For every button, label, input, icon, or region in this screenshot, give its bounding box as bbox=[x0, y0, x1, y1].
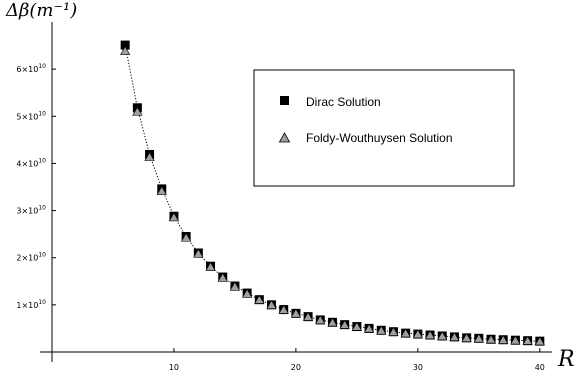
fw-point-14 bbox=[290, 308, 302, 318]
fw-point-9 bbox=[229, 281, 241, 291]
fw-point-7 bbox=[205, 261, 216, 271]
fw-point-31 bbox=[498, 334, 509, 344]
legend-label-dirac: Dirac Solution bbox=[306, 95, 381, 109]
x-tick-label-2: 30 bbox=[413, 363, 423, 372]
fw-point-4 bbox=[168, 212, 180, 222]
fw-point-13 bbox=[278, 304, 289, 314]
y-tick-exponent-5: 10 bbox=[38, 63, 46, 70]
x-ticks: 10 20 30 40 bbox=[169, 348, 545, 372]
x-tick-label-3: 40 bbox=[535, 363, 545, 372]
y-tick-label-4: 5×1010 bbox=[16, 110, 46, 121]
y-tick-label-2: 3×1010 bbox=[16, 205, 46, 216]
x-axis-title: R bbox=[557, 347, 575, 372]
y-tick-exponent-4: 10 bbox=[38, 110, 46, 117]
fw-point-6 bbox=[193, 248, 204, 258]
y-tick-mantissa-2: 3×10 bbox=[16, 207, 38, 216]
y-tick-label-3: 4×1010 bbox=[16, 157, 46, 168]
fw-point-23 bbox=[400, 328, 411, 338]
y-tick-mantissa-3: 4×10 bbox=[16, 159, 38, 168]
fw-point-27 bbox=[449, 332, 460, 342]
fw-point-20 bbox=[363, 323, 375, 333]
fw-point-28 bbox=[461, 333, 472, 342]
fw-point-16 bbox=[315, 315, 326, 325]
fw-point-18 bbox=[339, 319, 350, 329]
fw-point-11 bbox=[254, 294, 265, 304]
y-tick-mantissa-5: 6×10 bbox=[16, 65, 38, 74]
fw-point-10 bbox=[242, 288, 253, 298]
series-foldy-wouthuysen-solution bbox=[120, 45, 545, 346]
y-tick-label-5: 6×1010 bbox=[16, 63, 46, 74]
legend-box bbox=[253, 69, 515, 187]
y-tick-label-1: 2×1010 bbox=[16, 252, 46, 263]
fw-point-17 bbox=[327, 317, 338, 327]
dirac-point-0 bbox=[120, 40, 130, 50]
fw-point-34 bbox=[534, 336, 545, 346]
x-tick-label-1: 20 bbox=[291, 363, 301, 372]
y-tick-mantissa-4: 5×10 bbox=[16, 112, 38, 121]
y-tick-mantissa-0: 1×10 bbox=[16, 301, 38, 310]
fw-point-19 bbox=[351, 321, 362, 331]
fw-point-21 bbox=[376, 325, 387, 335]
fw-point-24 bbox=[412, 329, 423, 339]
y-tick-label-0: 1×1010 bbox=[16, 299, 46, 310]
legend: Dirac Solution Foldy-Wouthuysen Solution bbox=[253, 69, 515, 187]
fw-point-22 bbox=[388, 326, 399, 336]
fw-point-0 bbox=[120, 45, 131, 55]
x-tick-label-0: 10 bbox=[169, 363, 179, 372]
legend-marker-dirac bbox=[280, 96, 289, 105]
legend-marker-fw bbox=[278, 132, 291, 143]
fw-point-15 bbox=[302, 311, 314, 321]
fw-point-29 bbox=[473, 333, 484, 343]
y-tick-exponent-1: 10 bbox=[38, 252, 46, 259]
fw-point-1 bbox=[132, 106, 143, 116]
fw-point-25 bbox=[424, 330, 436, 340]
y-tick-exponent-3: 10 bbox=[38, 157, 46, 164]
fw-point-32 bbox=[510, 335, 521, 345]
fw-point-8 bbox=[217, 272, 228, 282]
y-tick-mantissa-1: 2×10 bbox=[16, 254, 38, 263]
fw-point-26 bbox=[437, 331, 448, 341]
fw-point-30 bbox=[485, 334, 497, 344]
y-axis-title: Δβ(m⁻¹) bbox=[5, 0, 77, 21]
fw-point-33 bbox=[522, 335, 533, 345]
fw-point-5 bbox=[181, 232, 192, 242]
fw-point-12 bbox=[266, 300, 277, 309]
fw-point-3 bbox=[156, 185, 167, 195]
y-tick-exponent-2: 10 bbox=[38, 205, 46, 212]
legend-label-fw: Foldy-Wouthuysen Solution bbox=[306, 131, 453, 145]
y-tick-exponent-0: 10 bbox=[38, 299, 46, 306]
fw-point-2 bbox=[144, 152, 155, 161]
